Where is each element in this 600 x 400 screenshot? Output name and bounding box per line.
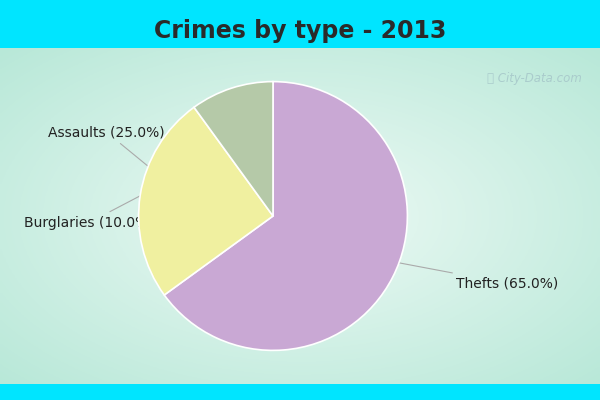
Text: Crimes by type - 2013: Crimes by type - 2013 [154, 19, 446, 43]
Wedge shape [164, 82, 407, 350]
Wedge shape [139, 107, 273, 295]
Text: Assaults (25.0%): Assaults (25.0%) [48, 125, 191, 202]
Text: Burglaries (10.0%): Burglaries (10.0%) [24, 140, 245, 230]
Text: Thefts (65.0%): Thefts (65.0%) [347, 253, 558, 290]
Text: ⓘ City-Data.com: ⓘ City-Data.com [487, 72, 582, 84]
Wedge shape [194, 82, 273, 216]
